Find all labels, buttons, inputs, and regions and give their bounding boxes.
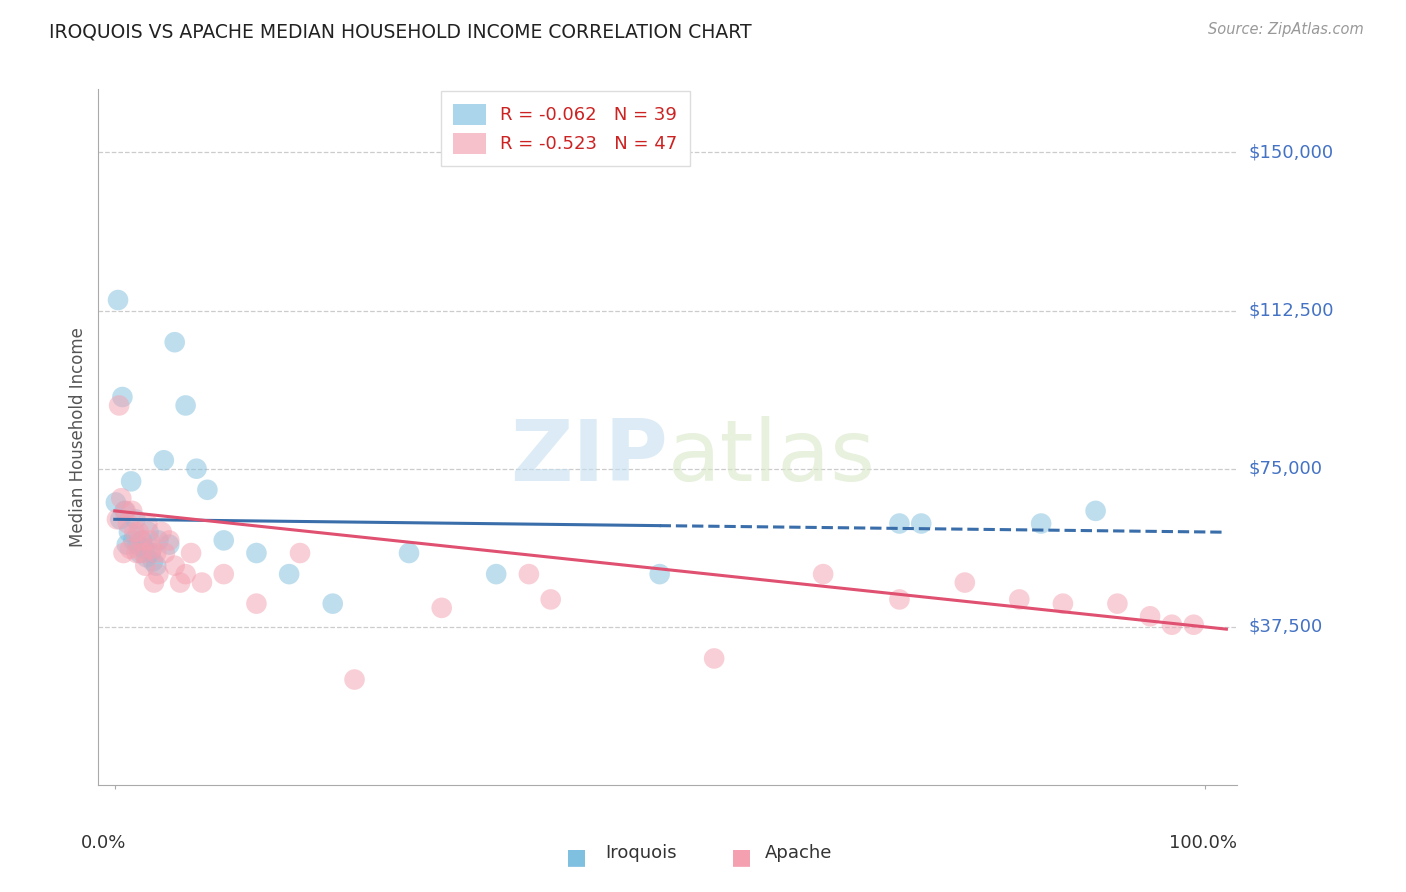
Point [1084,504,1107,518]
Point [174,399,197,413]
Text: Iroquois: Iroquois [605,844,676,862]
Point [430,600,453,615]
Point [197,483,219,497]
Point [157,538,180,552]
Point [1052,597,1074,611]
Point [131,533,153,548]
Point [889,592,911,607]
Point [121,504,143,518]
Point [132,546,155,560]
Text: ZIP: ZIP [510,417,668,500]
Point [112,546,135,560]
Point [129,533,152,548]
Point [278,567,301,582]
Point [136,516,159,531]
Point [1029,516,1052,531]
Point [110,491,132,506]
Point [153,546,176,560]
Text: IROQUOIS VS APACHE MEDIAN HOUSEHOLD INCOME CORRELATION CHART: IROQUOIS VS APACHE MEDIAN HOUSEHOLD INCO… [49,22,752,41]
Point [138,524,160,539]
Point [1008,592,1031,607]
Point [114,504,136,518]
Point [111,390,134,404]
Point [145,546,167,560]
Point [485,567,508,582]
Point [127,538,149,552]
Point [138,533,160,548]
Point [105,512,128,526]
Point [953,575,976,590]
Point [128,524,150,539]
Point [118,541,141,556]
Point [174,567,197,582]
Text: $37,500: $37,500 [1249,618,1323,636]
Point [245,546,267,560]
Point [889,516,911,531]
Point [703,651,725,665]
Point [148,567,170,582]
Legend: R = -0.062   N = 39, R = -0.523   N = 47: R = -0.062 N = 39, R = -0.523 N = 47 [440,91,690,167]
Point [288,546,311,560]
Text: $150,000: $150,000 [1249,144,1333,161]
Point [191,575,214,590]
Point [1182,617,1205,632]
Text: atlas: atlas [668,417,876,500]
Point [104,495,127,509]
Point [125,546,148,560]
Point [212,533,235,548]
Point [517,567,540,582]
Point [122,533,145,548]
Point [142,554,165,568]
Point [811,567,834,582]
Point [398,546,420,560]
Point [117,516,139,531]
Point [343,673,366,687]
Point [110,512,132,526]
Text: 0.0%: 0.0% [82,834,127,852]
Point [169,575,191,590]
Point [107,293,129,307]
Point [128,546,150,560]
Text: 100.0%: 100.0% [1170,834,1237,852]
Text: Source: ZipAtlas.com: Source: ZipAtlas.com [1208,22,1364,37]
Point [910,516,932,531]
Point [118,524,141,539]
Y-axis label: Median Household Income: Median Household Income [69,327,87,547]
Point [186,461,208,475]
Point [245,597,267,611]
Point [150,524,173,539]
Point [212,567,235,582]
Point [1139,609,1161,624]
Point [135,550,157,565]
Point [148,533,170,548]
Point [120,475,142,489]
Point [648,567,671,582]
Point [145,558,167,573]
Text: ■: ■ [567,847,588,868]
Point [124,512,146,526]
Point [157,533,180,548]
Text: $112,500: $112,500 [1249,301,1334,319]
Text: $75,000: $75,000 [1249,459,1323,478]
Point [1107,597,1129,611]
Point [114,504,136,518]
Point [1160,617,1182,632]
Point [115,538,138,552]
Point [124,524,146,539]
Point [163,558,186,573]
Point [180,546,202,560]
Point [153,453,176,467]
Point [540,592,562,607]
Point [134,541,156,556]
Point [139,546,162,560]
Point [322,597,344,611]
Point [141,541,163,556]
Text: ■: ■ [731,847,752,868]
Point [134,558,156,573]
Text: Apache: Apache [765,844,832,862]
Point [108,399,131,413]
Point [143,575,166,590]
Point [163,335,186,350]
